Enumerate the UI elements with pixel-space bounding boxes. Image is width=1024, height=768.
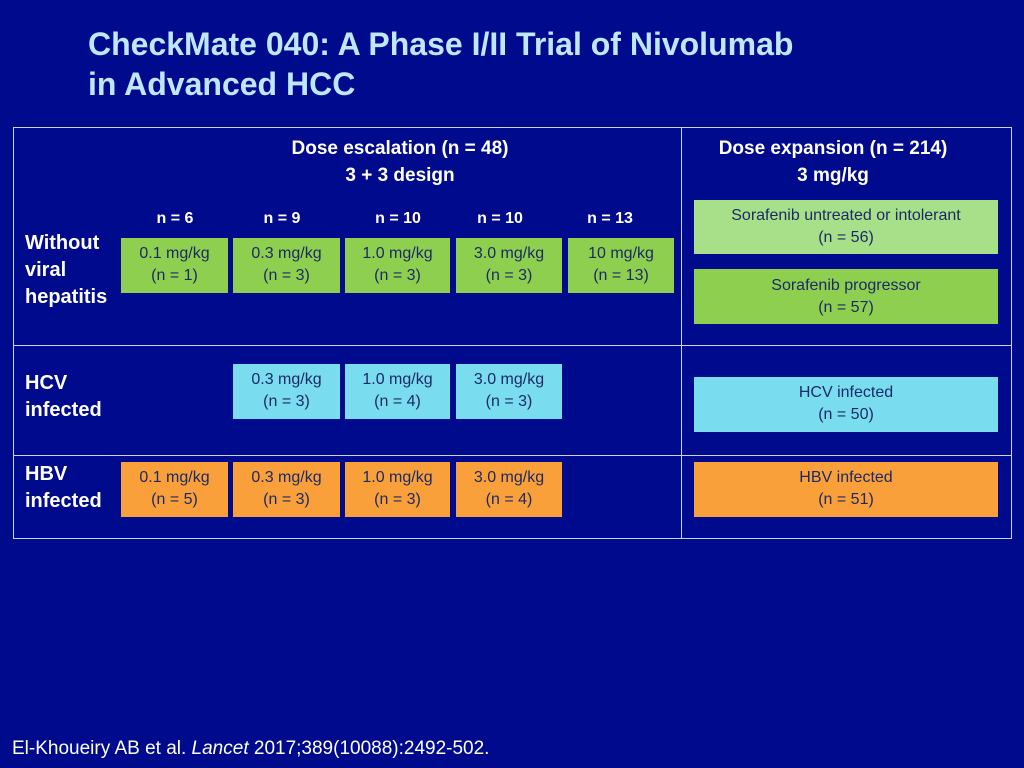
dose-box: 0.3 mg/kg (n = 3) [233,462,340,517]
cohort-n-label: n = 13 [587,210,633,227]
dose-box: 0.3 mg/kg (n = 3) [233,364,340,419]
expansion-hcv-infected-box: HCV infected (n = 50) [694,377,998,432]
escalation-header: Dose escalation (n = 48) 3 + 3 design [200,135,600,189]
expansion-hbv-infected-box: HBV infected (n = 51) [694,462,998,517]
dose-box: 3.0 mg/kg (n = 4) [456,462,562,517]
dose-box: 10 mg/kg (n = 13) [568,238,674,293]
expansion-header-dose: 3 mg/kg [797,165,869,186]
citation-details: 2017;389(10088):2492-502. [253,738,490,759]
dose-box: 1.0 mg/kg (n = 3) [345,462,450,517]
trial-design-table [13,127,1012,539]
title-line-2: in Advanced HCC [88,66,356,102]
escalation-header-title: Dose escalation (n = 48) [291,138,509,159]
expansion-header-title: Dose expansion (n = 214) [718,138,948,159]
dose-box: 0.1 mg/kg (n = 5) [121,462,228,517]
dose-box: 3.0 mg/kg (n = 3) [456,238,562,293]
dose-box: 3.0 mg/kg (n = 3) [456,364,562,419]
row-label-hcv-infected: HCV infected [25,372,102,421]
cohort-n-label: n = 10 [375,210,421,227]
dose-box: 0.1 mg/kg (n = 1) [121,238,228,293]
row-divider-2 [13,455,1012,456]
expansion-sorafenib-untreated-box: Sorafenib untreated or intolerant (n = 5… [694,200,998,254]
dose-box: 1.0 mg/kg (n = 3) [345,238,450,293]
title-line-1: CheckMate 040: A Phase I/II Trial of Niv… [88,26,794,62]
column-divider [681,127,682,539]
slide-title: CheckMate 040: A Phase I/II Trial of Niv… [88,24,793,104]
dose-box: 0.3 mg/kg (n = 3) [233,238,340,293]
cohort-n-label: n = 10 [477,210,523,227]
cohort-n-label: n = 9 [263,210,301,227]
dose-box: 1.0 mg/kg (n = 4) [345,364,450,419]
citation: El-Khoueiry AB et al. Lancet 2017;389(10… [12,738,489,760]
citation-authors: El-Khoueiry AB et al. [12,738,187,759]
row-divider-1 [13,345,1012,346]
expansion-sorafenib-progressor-box: Sorafenib progressor (n = 57) [694,269,998,324]
expansion-header: Dose expansion (n = 214) 3 mg/kg [683,135,983,189]
row-label-without-viral-hepatitis: Without viral hepatitis [25,232,108,308]
row-label-hbv-infected: HBV infected [25,463,102,512]
cohort-n-label: n = 6 [156,210,194,227]
citation-journal: Lancet [191,738,249,759]
escalation-header-design: 3 + 3 design [345,165,455,186]
